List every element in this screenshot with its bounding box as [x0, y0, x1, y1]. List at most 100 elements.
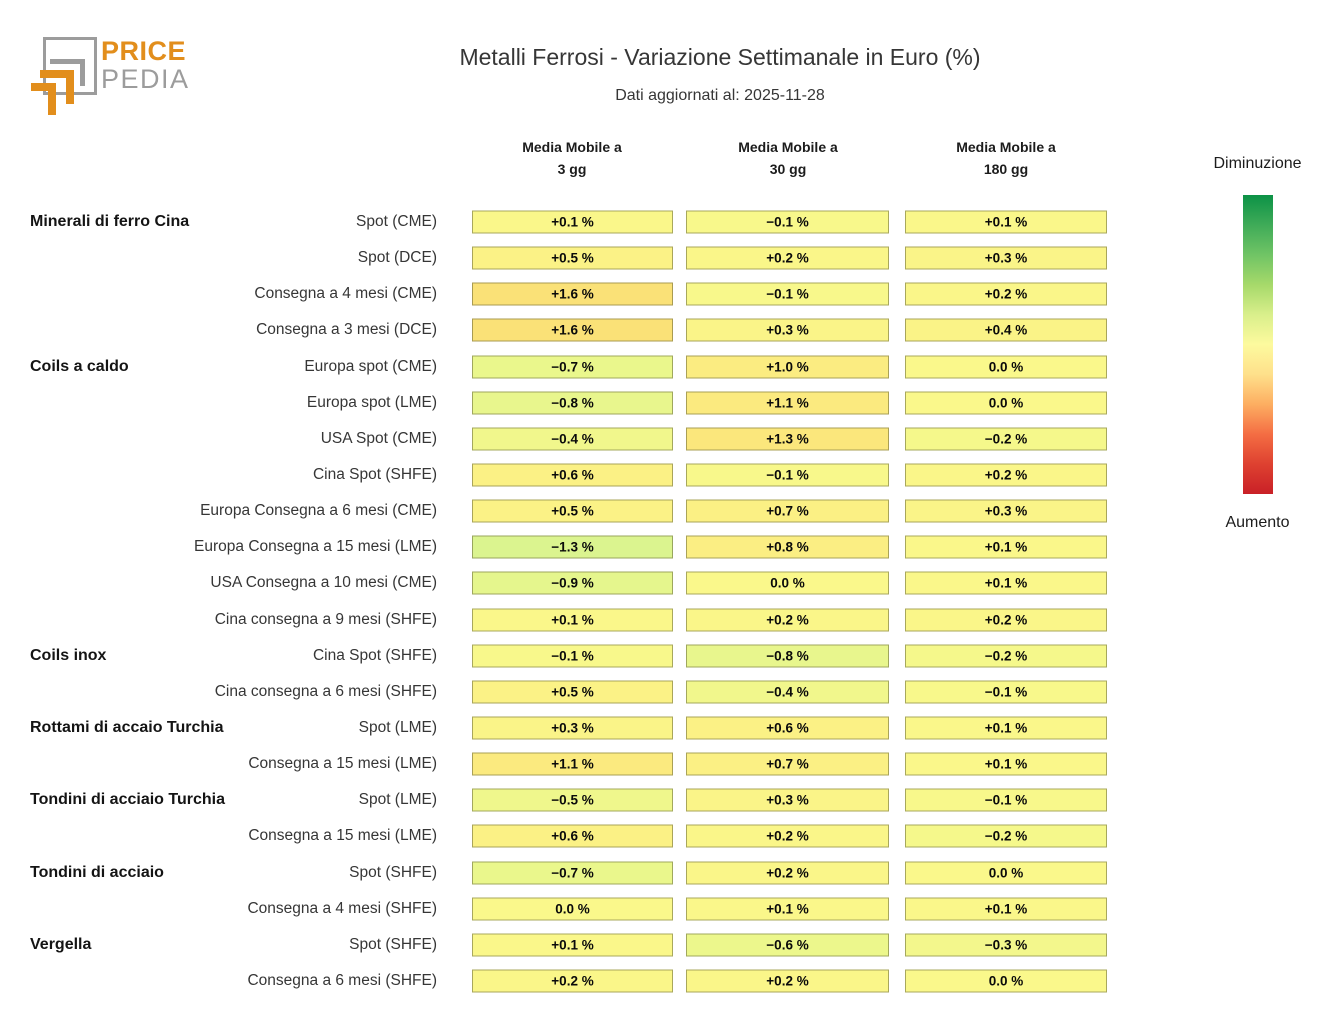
heatmap-row: Cina consegna a 6 mesi (SHFE) +0.5 % −0.4 … [0, 674, 1320, 710]
heatmap-cell: +0.1 % [472, 210, 673, 234]
heatmap-cell: −1.3 % [472, 535, 673, 559]
column-header-line2: 30 gg [769, 161, 807, 177]
heatmap-row: Coils inox Cina Spot (SHFE) −0.1 % −0.8 % −0… [0, 638, 1320, 674]
heatmap-cell: +0.2 % [686, 969, 889, 993]
heatmap-cell: +0.5 % [472, 680, 673, 704]
heatmap-cell: +0.1 % [686, 897, 889, 921]
series-label: Spot (DCE) [357, 249, 437, 267]
legend-colorbar [1243, 195, 1273, 494]
heatmap-cell: −0.6 % [686, 933, 889, 957]
heatmap-cell: −0.1 % [686, 463, 889, 487]
heatmap-cell: +0.2 % [905, 608, 1107, 632]
heatmap-cell: 0.0 % [686, 571, 889, 595]
series-label: USA Spot (CME) [320, 429, 437, 447]
heatmap-cell: −0.4 % [686, 680, 889, 704]
heatmap-cell: +1.6 % [472, 318, 673, 342]
heatmap-cell: −0.7 % [472, 355, 673, 379]
logo-wordmark: PRICE PEDIA [101, 37, 190, 93]
heatmap-cell: −0.7 % [472, 861, 673, 885]
heatmap-cell: +0.1 % [905, 571, 1107, 595]
heatmap-row: Rottami di accaio Turchia Spot (LME) +0.3 … [0, 710, 1320, 746]
heatmap-row: Europa Consegna a 6 mesi (CME) +0.5 % +0.7… [0, 493, 1320, 529]
category-label: Minerali di ferro Cina [30, 213, 190, 231]
heatmap-row: Consegna a 3 mesi (DCE) +1.6 % +0.3 % +0.4 … [0, 312, 1320, 348]
series-label: Consegna a 4 mesi (SHFE) [247, 899, 437, 917]
heatmap-row: Consegna a 15 mesi (LME) +1.1 % +0.7 % +0.1… [0, 746, 1320, 782]
heatmap-row: Cina consegna a 9 mesi (SHFE) +0.1 % +0.2 … [0, 602, 1320, 638]
heatmap-cell: +0.3 % [472, 716, 673, 740]
heatmap-cell: −0.2 % [905, 824, 1107, 848]
column-header-line1: Media Mobile a [956, 139, 1056, 155]
column-header-line2: 180 gg [983, 161, 1029, 177]
heatmap-cell: +1.0 % [686, 355, 889, 379]
heatmap-cell: +0.1 % [905, 535, 1107, 559]
heatmap-cell: +0.1 % [905, 897, 1107, 921]
column-header-line1: Media Mobile a [522, 139, 622, 155]
column-header-3gg: Media Mobile a 3 gg [467, 136, 677, 180]
category-label: Coils inox [30, 646, 107, 664]
heatmap-cell: +0.7 % [686, 499, 889, 523]
heatmap-cell: +0.2 % [472, 969, 673, 993]
heatmap-cell: −0.4 % [472, 427, 673, 451]
heatmap-cell: +0.6 % [472, 824, 673, 848]
heatmap-row: Tondini di acciaio Spot (SHFE) −0.7 % +0.2 … [0, 855, 1320, 891]
heatmap-cell: +0.6 % [472, 463, 673, 487]
logo-text-price: PRICE [101, 36, 187, 66]
heatmap-cell: 0.0 % [905, 391, 1107, 415]
series-label: Spot (LME) [358, 719, 437, 737]
series-label: Consegna a 3 mesi (DCE) [256, 321, 437, 339]
heatmap-cell: +0.1 % [472, 933, 673, 957]
heatmap-cell: −0.9 % [472, 571, 673, 595]
heatmap-row: Vergella Spot (SHFE) +0.1 % −0.6 % −0.3 % [0, 927, 1320, 963]
heatmap-cell: −0.1 % [905, 788, 1107, 812]
heatmap-row: Tondini di acciaio Turchia Spot (LME) −0.5… [0, 782, 1320, 818]
heatmap-row: Consegna a 4 mesi (SHFE) 0.0 % +0.1 % +0.1 … [0, 891, 1320, 927]
series-label: Consegna a 4 mesi (CME) [254, 285, 437, 303]
heatmap-row: Europa spot (LME) −0.8 % +1.1 % 0.0 % [0, 385, 1320, 421]
heatmap-cell: −0.1 % [472, 644, 673, 668]
heatmap-cell: +0.7 % [686, 752, 889, 776]
column-header-30gg: Media Mobile a 30 gg [683, 136, 893, 180]
series-label: Europa spot (LME) [306, 393, 437, 411]
category-label: Tondini di acciaio [30, 863, 164, 881]
series-label: Europa Consegna a 6 mesi (CME) [200, 502, 437, 520]
heatmap-cell: +1.1 % [686, 391, 889, 415]
series-label: Europa spot (CME) [304, 357, 437, 375]
series-label: Cina consegna a 6 mesi (SHFE) [214, 682, 437, 700]
column-header-180gg: Media Mobile a 180 gg [901, 136, 1111, 180]
heatmap-row: Europa Consegna a 15 mesi (LME) −1.3 % +0.… [0, 529, 1320, 565]
series-label: Cina Spot (SHFE) [312, 466, 437, 484]
heatmap-row: Consegna a 6 mesi (SHFE) +0.2 % +0.2 % 0.0 … [0, 963, 1320, 999]
series-label: Spot (SHFE) [349, 935, 437, 953]
legend-label-increase: Aumento [1225, 514, 1290, 531]
legend-label-decrease: Diminuzione [1213, 155, 1302, 172]
series-label: Cina Spot (SHFE) [312, 646, 437, 664]
heatmap-cell: +0.3 % [905, 499, 1107, 523]
heatmap-cell: +0.2 % [686, 861, 889, 885]
heatmap-cell: +1.6 % [472, 282, 673, 306]
heatmap-cell: +0.5 % [472, 499, 673, 523]
heatmap-cell: +0.2 % [686, 246, 889, 270]
heatmap-cell: +0.3 % [905, 246, 1107, 270]
heatmap-cell: −0.8 % [686, 644, 889, 668]
logo-bracket-orange-icon [40, 70, 74, 104]
logo-bracket-orange2-icon [31, 83, 56, 115]
heatmap-row: Consegna a 15 mesi (LME) +0.6 % +0.2 % −0.2… [0, 818, 1320, 854]
heatmap-body: Minerali di ferro Cina Spot (CME) +0.1 % −0… [0, 204, 1320, 999]
series-label: Europa Consegna a 15 mesi (LME) [194, 538, 437, 556]
heatmap-cell: 0.0 % [905, 355, 1107, 379]
series-label: USA Consegna a 10 mesi (CME) [210, 574, 437, 592]
heatmap-cell: +0.3 % [686, 788, 889, 812]
heatmap-cell: +0.1 % [905, 752, 1107, 776]
heatmap-cell: +0.1 % [905, 716, 1107, 740]
logo-text-pedia: PEDIA [101, 64, 190, 94]
pricepedia-logo: PRICE PEDIA [31, 33, 253, 118]
series-label: Cina consegna a 9 mesi (SHFE) [214, 610, 437, 628]
heatmap-cell: +0.2 % [905, 282, 1107, 306]
heatmap-row: Cina Spot (SHFE) +0.6 % −0.1 % +0.2 % [0, 457, 1320, 493]
series-label: Spot (LME) [358, 791, 437, 809]
heatmap-row: Coils a caldo Europa spot (CME) −0.7 % +1.0… [0, 349, 1320, 385]
heatmap-cell: −0.5 % [472, 788, 673, 812]
heatmap-cell: 0.0 % [472, 897, 673, 921]
